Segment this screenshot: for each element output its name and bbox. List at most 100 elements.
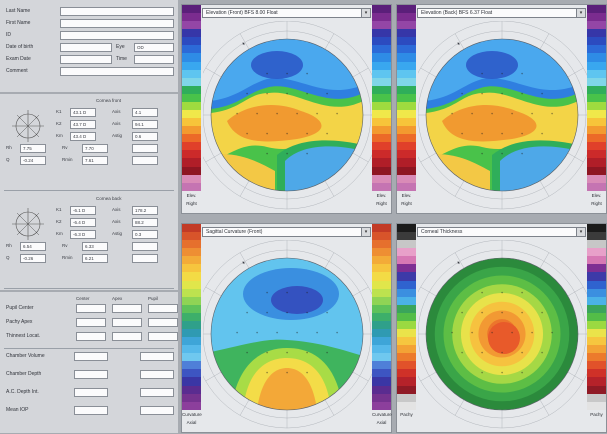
color-scale-cell	[372, 85, 391, 94]
color-scale-cell	[587, 361, 606, 370]
map-value-marker: +	[481, 91, 484, 96]
color-scale-cell	[182, 142, 201, 151]
map-value-marker: +	[521, 71, 524, 76]
kera-param-label: Axis	[112, 121, 121, 126]
patient-field-input[interactable]	[60, 7, 174, 16]
color-scale-cell	[397, 77, 416, 86]
color-scale-cell	[397, 345, 416, 354]
color-scale-cell	[372, 53, 391, 62]
map-value-marker: +	[246, 350, 249, 355]
color-scale-cell	[397, 329, 416, 338]
color-scale-cell	[397, 93, 416, 102]
corneal-map[interactable]: + + + + + + + + + + + + + + + + + + + + + +	[418, 240, 587, 434]
map-value-marker: +	[276, 330, 279, 335]
patient-field-input[interactable]	[60, 67, 174, 76]
map-value-marker: +	[286, 350, 289, 355]
map-value-marker: +	[541, 350, 544, 355]
chevron-down-icon[interactable]: ▾	[361, 9, 370, 17]
map-value-marker: +	[541, 91, 544, 96]
map-value-marker: +	[296, 111, 299, 116]
color-scale-cell	[372, 118, 391, 127]
map-value-marker: +	[551, 111, 554, 116]
map-value-marker: +	[481, 350, 484, 355]
color-scale-cell	[372, 401, 391, 410]
map-value-marker: +	[286, 290, 289, 295]
color-scale-cell	[182, 77, 201, 86]
map-value-marker: +	[501, 350, 504, 355]
scale-caption: Elev.	[186, 193, 197, 198]
map-type-dropdown[interactable]: Elevation (Front) BFS 8.00 Float ▾	[202, 8, 371, 18]
map-value-marker: +	[336, 330, 339, 335]
color-scale-cell	[182, 288, 201, 297]
color-scale-cell	[397, 37, 416, 46]
chevron-down-icon[interactable]: ▾	[576, 9, 585, 17]
measurement-label: Thinnest Locat.	[6, 333, 41, 339]
color-scale-cell	[182, 232, 201, 241]
map-type-dropdown[interactable]: Corneal Thickness ▾	[417, 227, 586, 237]
color-scale-cell	[587, 248, 606, 257]
color-scale-cell	[372, 77, 391, 86]
map-value-marker: +	[511, 111, 514, 116]
color-scale-cell	[587, 256, 606, 265]
patient-field-input[interactable]	[60, 55, 112, 64]
measurement-value	[140, 406, 174, 415]
kera-value-field: 43.1 D	[70, 108, 96, 117]
color-scale-cell	[182, 29, 201, 38]
color-scale-cell	[587, 329, 606, 338]
color-scale-cell	[397, 61, 416, 70]
color-scale-cell	[587, 174, 606, 183]
map-type-dropdown[interactable]: Elevation (Back) BFS 6.37 Float ▾	[417, 8, 586, 18]
corneal-map[interactable]: + + + + + + + + + + + + + + + + + + + + + +	[203, 240, 372, 434]
corneal-map[interactable]: + + + + + + + + + + + + + + + + + + + + + +	[203, 21, 372, 215]
color-scale-cell	[182, 264, 201, 273]
corneal-map[interactable]: + + + + + + + + + + + + + + + + + + + + + +	[418, 21, 587, 215]
scale-caption: Elev.	[591, 193, 602, 198]
map-value-marker: +	[266, 290, 269, 295]
color-scale-cell	[372, 329, 391, 338]
color-scale-cell	[397, 85, 416, 94]
map-value-marker: +	[481, 71, 484, 76]
map-value-marker: +	[266, 350, 269, 355]
measurement-value	[76, 304, 106, 313]
map-value-marker: +	[451, 111, 454, 116]
eye-field[interactable]: OD	[134, 43, 174, 52]
color-scale-cell	[587, 134, 606, 143]
kera-value-field: 178.2	[132, 206, 158, 215]
patient-field-label: First Name	[6, 20, 31, 26]
patient-field-label: Date of birth	[6, 44, 34, 50]
kera-value-field: -6.4 D	[70, 218, 96, 227]
measurement-value	[112, 304, 142, 313]
color-scale-cell	[372, 248, 391, 257]
color-scale-cell	[182, 150, 201, 159]
color-scale-cell	[372, 256, 391, 265]
chevron-down-icon[interactable]: ▾	[361, 228, 370, 236]
color-scale-cell	[372, 5, 391, 14]
map-value-marker: +	[326, 310, 329, 315]
measurement-label: A.C. Depth Int.	[6, 389, 39, 395]
time-field[interactable]	[134, 55, 174, 64]
map-type-dropdown[interactable]: Sagittal Curvature (Front) ▾	[202, 227, 371, 237]
kera-value-field: -0.24	[20, 156, 46, 165]
color-scale-cell	[397, 296, 416, 305]
color-scale-cell	[182, 101, 201, 111]
color-scale-cell	[587, 369, 606, 378]
elevation-front-map-window: Elevation (Front) BFS 8.00 Float ▾ Elev. Ri…	[181, 4, 392, 214]
patient-field-input[interactable]	[60, 31, 174, 40]
color-scale-cell	[587, 5, 606, 14]
scale-bottom-label: Axial	[186, 420, 197, 425]
map-value-marker: +	[296, 330, 299, 335]
color-scale-cell	[397, 13, 416, 22]
patient-field-input[interactable]	[60, 19, 174, 28]
patient-field-input[interactable]	[60, 43, 112, 52]
color-scale-cell	[372, 37, 391, 46]
scale-caption: Elev.	[401, 193, 412, 198]
map-value-marker: +	[541, 310, 544, 315]
chevron-down-icon[interactable]: ▾	[576, 228, 585, 236]
color-scale-cell	[182, 5, 201, 14]
color-scale-cell	[587, 77, 606, 86]
kera-param-label: K2	[56, 219, 62, 224]
color-scale-cell	[587, 110, 606, 119]
measurement-value	[112, 318, 142, 327]
divider	[4, 190, 174, 191]
color-scale-cell	[587, 118, 606, 127]
